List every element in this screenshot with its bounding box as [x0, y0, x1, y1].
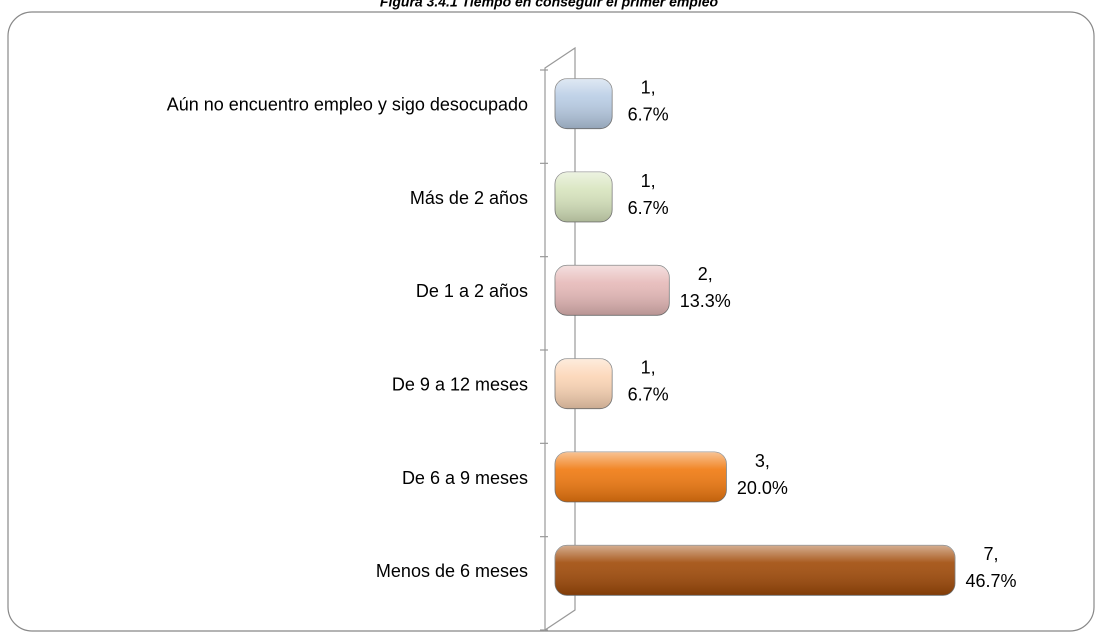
- data-label: 2,: [698, 264, 713, 284]
- y-tick-label: Menos de 6 meses: [376, 561, 528, 581]
- data-label: 1,: [641, 171, 656, 191]
- data-label: 6.7%: [628, 384, 669, 404]
- data-label: 20.0%: [737, 478, 788, 498]
- y-tick-label: De 6 a 9 meses: [402, 468, 528, 488]
- data-label: 6.7%: [628, 104, 669, 124]
- bar-shine: [555, 452, 727, 502]
- title-mask: [300, 0, 800, 11]
- data-label: 3,: [755, 451, 770, 471]
- chart-title: Figura 3.4.1 Tiempo en conseguir el prim…: [380, 0, 719, 10]
- bar-shine: [555, 78, 613, 129]
- data-label: 6.7%: [628, 198, 669, 218]
- data-label: 13.3%: [680, 291, 731, 311]
- data-label: 1,: [641, 357, 656, 377]
- bar-shine: [555, 358, 613, 409]
- y-tick-label: De 9 a 12 meses: [392, 374, 528, 394]
- bar-shine: [555, 172, 613, 222]
- y-tick-label: Más de 2 años: [410, 188, 528, 208]
- y-tick-label: Aún no encuentro empleo y sigo desocupad…: [167, 94, 528, 114]
- data-label: 1,: [641, 77, 656, 97]
- data-label: 7,: [983, 544, 998, 564]
- y-tick-label: De 1 a 2 años: [416, 281, 528, 301]
- axis-wall: [544, 46, 576, 632]
- bar-shine: [555, 265, 670, 316]
- bar-shine: [555, 545, 955, 596]
- data-label: 46.7%: [965, 571, 1016, 591]
